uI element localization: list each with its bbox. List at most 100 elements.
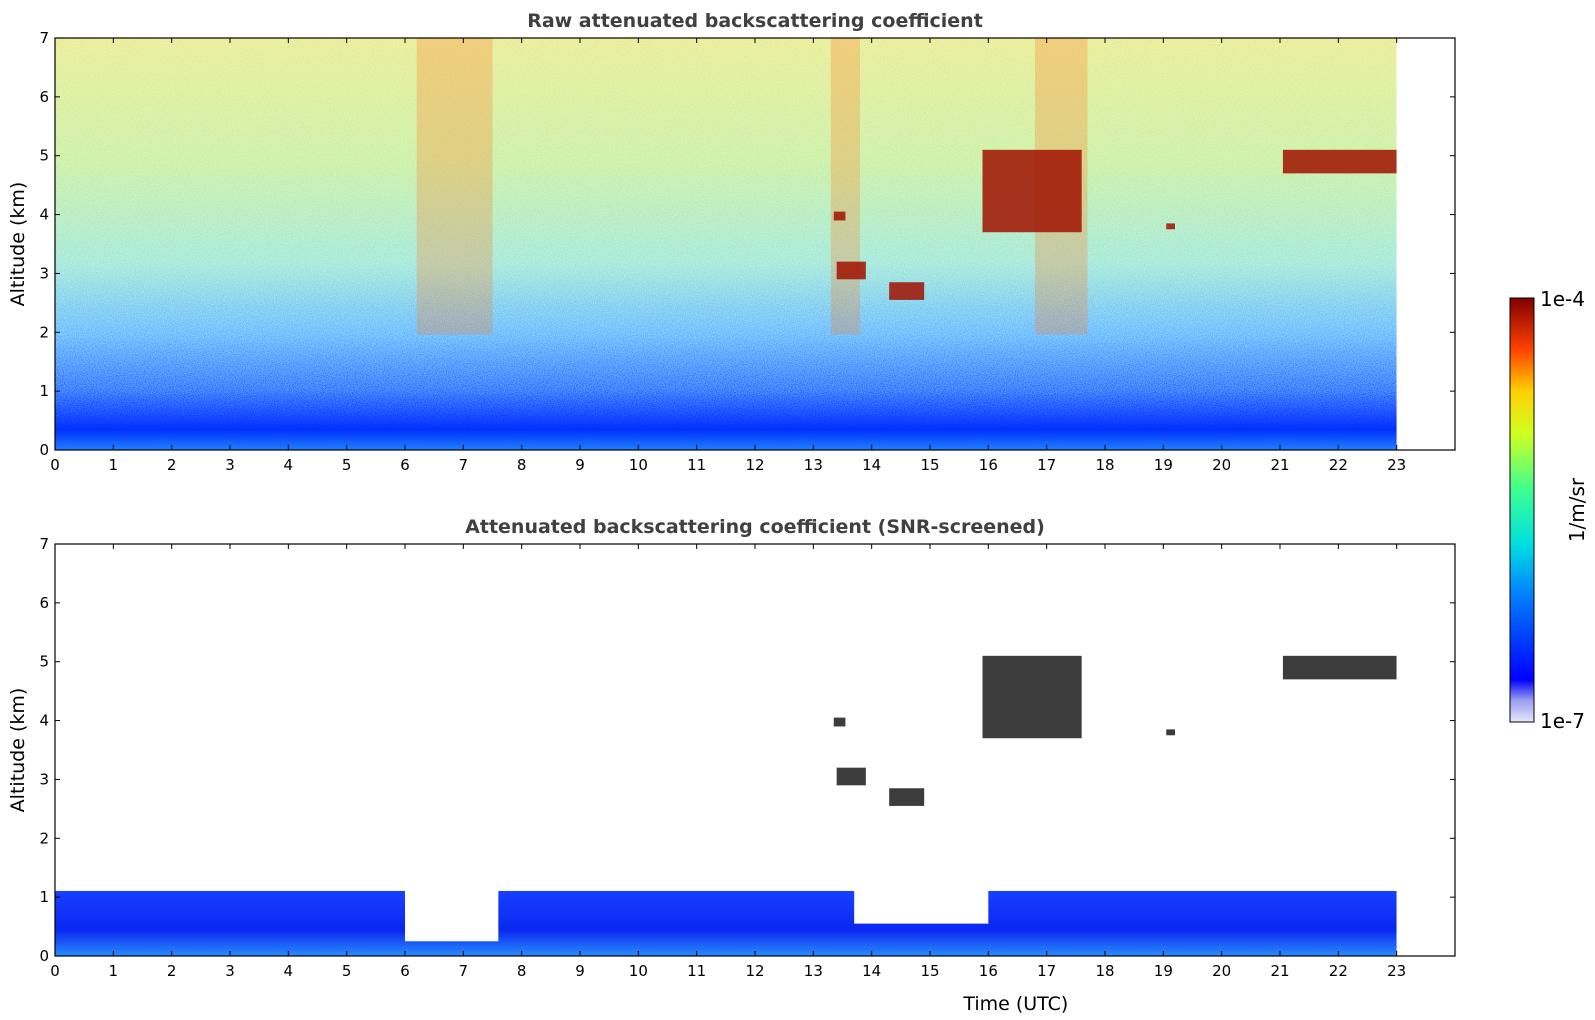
x-tick-label: 18 [1095,962,1114,980]
x-tick-label: 4 [284,962,294,980]
top-panel-x-ticks: 0 1 2 3 4 5 6 7 8 9 10 11 12 13 14 15 16 17 18 19 20 21 22 23 [50,38,1406,474]
top-panel-heatmap [55,38,1455,450]
x-tick-label: 22 [1329,962,1348,980]
colorbar-min-label: 1e-7 [1540,709,1585,733]
x-tick-label: 20 [1212,962,1231,980]
x-tick-label: 17 [1037,456,1056,474]
cloud-layer [833,717,846,727]
x-tick-label: 6 [400,456,410,474]
bottom-panel-y-axis-label: Altitude (km) [7,688,29,813]
x-tick-label: 21 [1270,962,1289,980]
x-tick-label: 8 [517,962,527,980]
cloud-layer [1282,149,1397,174]
x-tick-label: 9 [575,962,585,980]
x-tick-label: 15 [920,456,939,474]
y-tick-label: 1 [39,888,49,906]
colorbar-max-label: 1e-4 [1540,287,1585,311]
x-tick-label: 3 [225,962,235,980]
cloud-layer [982,655,1082,739]
x-tick-label: 12 [745,962,764,980]
bottom-panel-heatmap [55,544,1455,956]
colorbar: 1e-4 1e-7 1/m/sr [1509,287,1589,733]
x-tick-label: 1 [109,962,119,980]
x-tick-label: 6 [400,962,410,980]
x-tick-label: 17 [1037,962,1056,980]
cloud-layer [1282,655,1397,680]
x-tick-label: 14 [862,962,881,980]
top-panel-title: Raw attenuated backscattering coefficien… [527,10,983,32]
y-tick-label: 0 [39,441,49,459]
cloud-layer [836,767,866,786]
cloud-layer [889,788,925,806]
screened-gap [405,879,499,942]
y-tick-label: 5 [39,147,49,165]
top-panel: Raw attenuated backscattering coefficien… [7,10,1456,474]
y-tick-label: 3 [39,264,49,282]
y-tick-label: 6 [39,594,49,612]
x-tick-label: 11 [687,962,706,980]
screened-gap [854,879,989,924]
y-tick-label: 0 [39,947,49,965]
x-tick-label: 0 [50,962,60,980]
x-tick-label: 8 [517,456,527,474]
y-tick-label: 7 [39,535,49,553]
y-tick-label: 2 [39,323,49,341]
cloud-layer [1166,223,1175,230]
x-tick-label: 23 [1387,456,1406,474]
x-tick-label: 1 [109,456,119,474]
x-tick-label: 15 [920,962,939,980]
y-tick-label: 4 [39,206,49,224]
x-tick-label: 19 [1154,456,1173,474]
x-tick-label: 18 [1095,456,1114,474]
x-tick-label: 11 [687,456,706,474]
no-data-region [1396,544,1455,956]
no-data-region [1396,38,1455,450]
x-tick-label: 0 [50,456,60,474]
solar-background-band [416,38,493,335]
y-tick-label: 3 [39,770,49,788]
y-tick-label: 4 [39,712,49,730]
y-tick-label: 1 [39,382,49,400]
cloud-layer [982,149,1082,233]
x-tick-label: 7 [459,456,469,474]
x-tick-label: 7 [459,962,469,980]
cloud-layer [1166,729,1175,736]
cloud-layer [889,282,925,300]
boundary-layer [55,391,1397,450]
cloud-layer [836,261,866,280]
x-tick-label: 13 [804,456,823,474]
top-panel-y-ticks: 0 1 2 3 4 5 6 7 [39,29,1455,459]
colorbar-gradient [1509,297,1535,723]
y-tick-label: 7 [39,29,49,47]
x-tick-label: 16 [979,962,998,980]
x-tick-label: 21 [1270,456,1289,474]
x-tick-label: 2 [167,456,177,474]
bottom-panel-x-axis-label: Time (UTC) [962,993,1068,1015]
y-tick-label: 5 [39,653,49,671]
bottom-panel-title: Attenuated backscattering coefficient (S… [465,516,1045,538]
x-tick-label: 10 [629,456,648,474]
boundary-layer [55,890,1397,956]
x-tick-label: 23 [1387,962,1406,980]
x-tick-label: 19 [1154,962,1173,980]
x-tick-label: 5 [342,962,352,980]
y-tick-label: 2 [39,829,49,847]
x-tick-label: 12 [745,456,764,474]
cloud-layer [833,211,846,221]
top-panel-y-axis-label: Altitude (km) [7,182,29,307]
colorbar-unit-label: 1/m/sr [1565,477,1589,542]
noise-speckle [55,38,1397,450]
x-tick-label: 5 [342,456,352,474]
bottom-panel-x-ticks: 0 1 2 3 4 5 6 7 8 9 10 11 12 13 14 15 16 17 18 19 20 21 22 23 [50,544,1406,980]
y-tick-label: 6 [39,88,49,106]
x-tick-label: 20 [1212,456,1231,474]
bottom-panel-y-ticks: 0 1 2 3 4 5 6 7 [39,535,1455,965]
x-tick-label: 22 [1329,456,1348,474]
x-tick-label: 9 [575,456,585,474]
bottom-panel: Attenuated backscattering coefficient (S… [7,516,1456,1015]
solar-background-band [830,38,860,335]
x-tick-label: 10 [629,962,648,980]
x-tick-label: 4 [284,456,294,474]
x-tick-label: 2 [167,962,177,980]
